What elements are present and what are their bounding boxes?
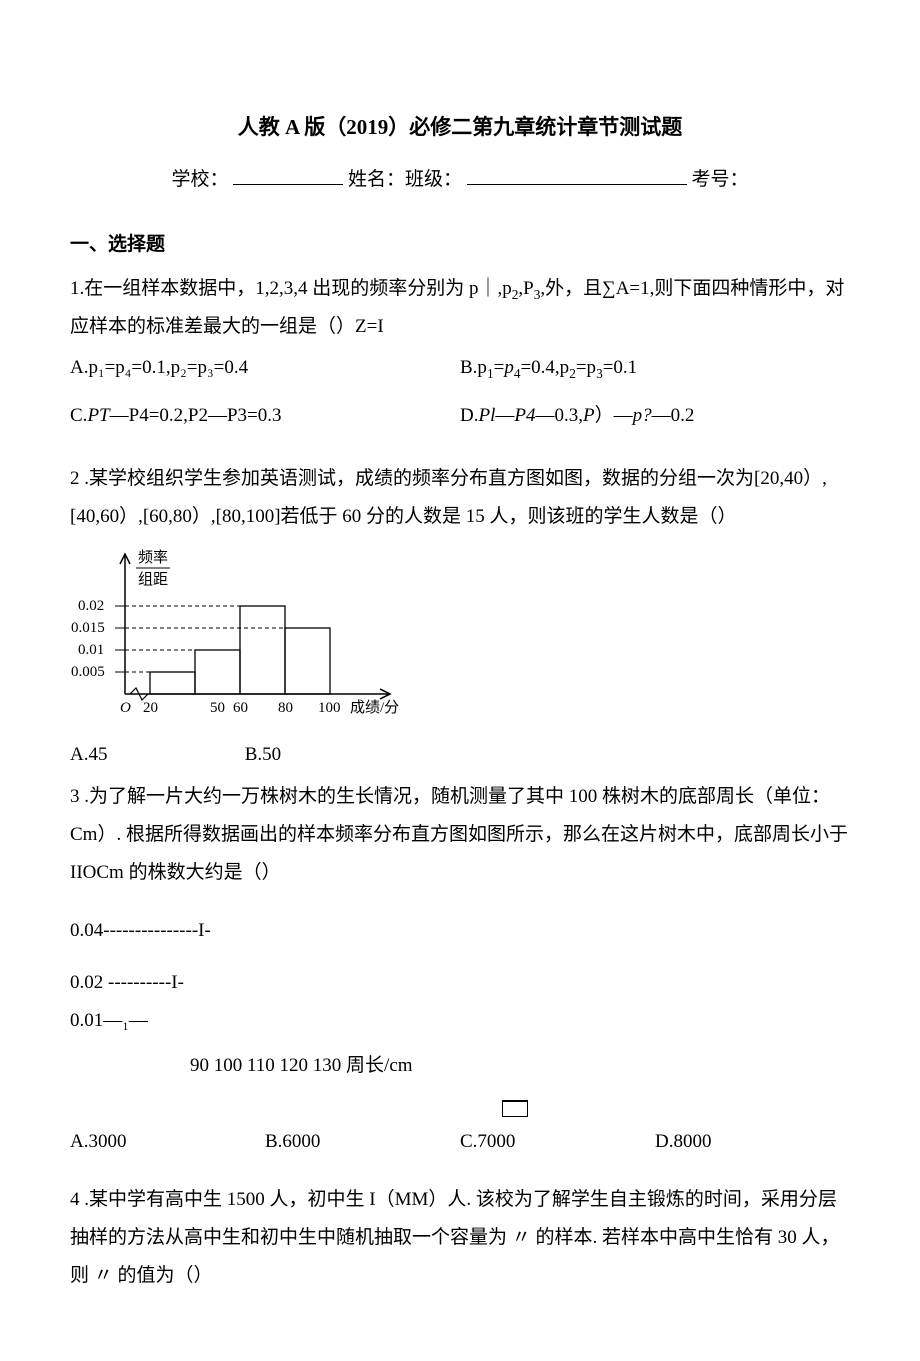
xtick-20: 20	[143, 700, 158, 716]
q3-optC-text: C.7000	[460, 1126, 655, 1158]
q2-optB: B.50	[245, 744, 281, 765]
q1-stem: 1.在一组样本数据中，1,2,3,4 出现的频率分别为 p｜,p2,P3,外，且…	[70, 270, 850, 346]
histogram-svg: 频率 组距 0.02 0.015 0.01 0.005	[70, 544, 420, 724]
bar-20-40	[150, 672, 195, 694]
q1-optC: C.PT—P4=0.2,P2—P3=0.3	[70, 400, 460, 432]
ytick-0015: 0.015	[71, 620, 105, 636]
q2-histogram: 频率 组距 0.02 0.015 0.01 0.005	[70, 544, 850, 735]
meta-name-label: 姓名：	[348, 169, 405, 190]
q2-optA: A.45	[70, 739, 240, 771]
ylab-top: 频率	[138, 549, 168, 566]
bar-60-80	[240, 606, 285, 694]
q3-optC: C.7000	[460, 1094, 655, 1159]
xtick-50: 50	[210, 700, 225, 716]
meta-class-blank	[467, 184, 687, 185]
meta-class-label: 班级：	[405, 169, 462, 190]
q1-options-row1: A.p₁=p₄=0.1,p₂=p₃=0.4 B.p1=p4=0.4,p2=p3=…	[70, 352, 850, 385]
q1-optA: A.p₁=p₄=0.1,p₂=p₃=0.4	[70, 352, 460, 385]
meta-school-blank	[233, 184, 343, 185]
q3-line1: 0.04---------------I-	[70, 912, 850, 950]
q3-broken-chart: 0.04---------------I- 0.02 ----------I- …	[70, 912, 850, 1040]
bar-80-100	[285, 628, 330, 694]
xtick-100: 100	[318, 700, 341, 716]
q2-stem: 2 .某学校组织学生参加英语测试，成绩的频率分布直方图如图，数据的分组一次为[2…	[70, 460, 850, 536]
meta-school-label: 学校：	[171, 169, 228, 190]
q3-axis: 90 100 110 120 130 周长/cm	[190, 1050, 850, 1082]
xaxis-label: 成绩/分	[350, 699, 399, 716]
q1-optB: B.p1=p4=0.4,p2=p3=0.1	[460, 352, 850, 385]
ytick-001: 0.01	[78, 642, 104, 658]
small-box-icon	[502, 1100, 528, 1117]
q3-line2: 0.02 ----------I-	[70, 964, 850, 1002]
bar-40-60	[195, 650, 240, 694]
xtick-60: 60	[233, 700, 248, 716]
meta-line: 学校： 姓名：班级： 考号：	[70, 164, 850, 196]
ytick-0005: 0.005	[71, 664, 105, 680]
q3-optB: B.6000	[265, 1126, 460, 1158]
q1-stem-b: ,P	[518, 278, 533, 299]
q2-options: A.45 B.50	[70, 739, 850, 771]
q3-line3: 0.01—₁—	[70, 1002, 850, 1040]
doc-title: 人教 A 版（2019）必修二第九章统计章节测试题	[70, 110, 850, 146]
q3-options: A.3000 B.6000 C.7000 D.8000	[70, 1094, 850, 1159]
q1-options-row2: C.PT—P4=0.2,P2—P3=0.3 D.Pl—P4—0.3,P）—p?—…	[70, 400, 850, 432]
q3-stem: 3 .为了解一片大约一万株树木的生长情况，随机测量了其中 100 株树木的底部周…	[70, 778, 850, 892]
ytick-002: 0.02	[78, 598, 104, 614]
q3-optD: D.8000	[655, 1126, 850, 1158]
q4-stem: 4 .某中学有高中生 1500 人，初中生 I（MM）人. 该校为了解学生自主锻…	[70, 1181, 850, 1295]
q1-optD: D.Pl—P4—0.3,P）—p?—0.2	[460, 400, 850, 432]
origin-O: O	[120, 700, 131, 716]
section-header: 一、选择题	[70, 226, 850, 264]
ylab-bot: 组距	[138, 571, 168, 588]
q3-optA: A.3000	[70, 1126, 265, 1158]
xtick-80: 80	[278, 700, 293, 716]
meta-id-label: 考号：	[692, 169, 749, 190]
document-page: 人教 A 版（2019）必修二第九章统计章节测试题 学校： 姓名：班级： 考号：…	[0, 0, 920, 1361]
q1-stem-a: 1.在一组样本数据中，1,2,3,4 出现的频率分别为 p｜,p	[70, 278, 512, 299]
